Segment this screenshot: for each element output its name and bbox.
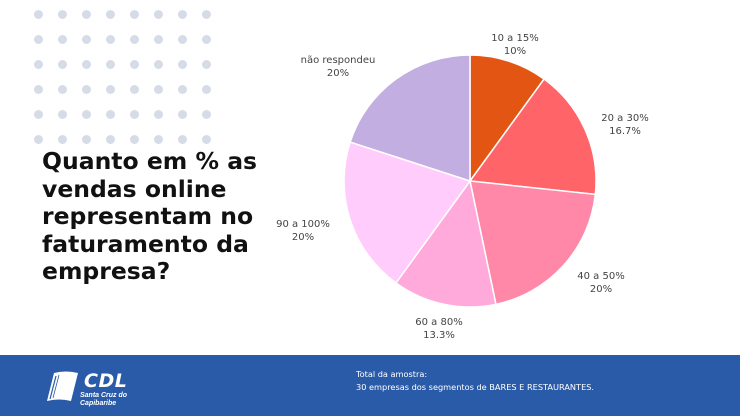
decorative-dot <box>130 110 139 119</box>
logo-wordmark: CDL <box>84 370 128 392</box>
decorative-dot <box>154 85 163 94</box>
decorative-dot <box>34 35 43 44</box>
pie-slice <box>468 78 597 196</box>
decorative-dot <box>58 110 67 119</box>
slice-category-label: 90 a 100% <box>276 219 330 230</box>
decorative-dot <box>82 85 91 94</box>
title-line-2: vendas online <box>42 174 227 203</box>
page-title: Quanto em % as vendas online representam… <box>42 147 302 286</box>
decorative-dot <box>82 10 91 19</box>
decorative-dot <box>178 60 187 69</box>
logo-subtitle: Santa Cruz do Capibaribe <box>80 392 160 408</box>
decorative-dot <box>106 10 115 19</box>
pie-chart: 10 a 15% 10% 20 a 30% 16.7% 40 a 50% 20% 60 a … <box>276 33 649 341</box>
decorative-dot <box>202 135 211 144</box>
decorative-dot <box>34 60 43 69</box>
footer-bar: CDL Santa Cruz do Capibaribe Total da am… <box>0 355 740 416</box>
decorative-dot-grid <box>34 10 229 144</box>
decorative-dot <box>178 85 187 94</box>
decorative-dot <box>130 85 139 94</box>
decorative-dot <box>154 10 163 19</box>
cdl-logo: CDL Santa Cruz do Capibaribe <box>44 367 154 409</box>
decorative-dot <box>34 10 43 19</box>
sample-text: 30 empresas dos segmentos de BARES E RES… <box>356 381 595 392</box>
decorative-dot <box>130 10 139 19</box>
slice-value-label: 20% <box>292 232 314 243</box>
decorative-dot <box>202 60 211 69</box>
decorative-dot <box>202 35 211 44</box>
decorative-dot <box>58 35 67 44</box>
pie-slice <box>469 180 597 306</box>
title-line-1: Quanto em % as <box>42 147 258 175</box>
pie-slices <box>343 54 597 308</box>
logo-subtitle-line-2: Capibaribe <box>80 400 117 407</box>
decorative-dot <box>82 35 91 44</box>
decorative-dot <box>34 85 43 94</box>
decorative-dot <box>58 60 67 69</box>
decorative-dot <box>58 85 67 94</box>
slice-category-label: 10 a 15% <box>491 33 538 44</box>
decorative-dot <box>58 135 67 144</box>
slice-category-label: não respondeu <box>301 55 376 66</box>
decorative-dot <box>82 135 91 144</box>
decorative-dot <box>106 135 115 144</box>
decorative-dot <box>178 35 187 44</box>
decorative-dot <box>34 135 43 144</box>
decorative-dot <box>154 110 163 119</box>
slice-value-label: 10% <box>504 46 526 57</box>
pie-slice <box>469 54 546 184</box>
decorative-dot <box>34 110 43 119</box>
slice-value-label: 13.3% <box>423 330 455 341</box>
decorative-dot <box>82 110 91 119</box>
title-line-5: empresa? <box>42 257 171 285</box>
decorative-dot <box>106 85 115 94</box>
decorative-dot <box>154 135 163 144</box>
decorative-dot <box>106 35 115 44</box>
sample-info: Total da amostra: 30 empresas dos segmen… <box>356 368 594 393</box>
decorative-dot <box>202 85 211 94</box>
decorative-dot <box>106 60 115 69</box>
sample-title: Total da amostra: <box>356 369 428 379</box>
decorative-dot <box>58 10 67 19</box>
decorative-dot <box>106 110 115 119</box>
decorative-dot <box>202 10 211 19</box>
title-line-3: representam no <box>42 202 254 230</box>
pie-slice <box>394 179 497 308</box>
pie-slice <box>349 54 471 183</box>
decorative-dot <box>178 135 187 144</box>
decorative-dot <box>154 35 163 44</box>
decorative-dot <box>178 110 187 119</box>
pie-labels: 10 a 15% 10% 20 a 30% 16.7% 40 a 50% 20% 60 a … <box>276 33 649 341</box>
decorative-dot <box>130 35 139 44</box>
pie-slice <box>343 141 472 284</box>
logo-subtitle-line-1: Santa Cruz do <box>80 392 128 399</box>
decorative-dot <box>154 60 163 69</box>
slice-value-label: 16.7% <box>609 126 641 137</box>
title-line-4: faturamento da <box>42 229 249 258</box>
decorative-dot <box>178 10 187 19</box>
decorative-dot <box>130 60 139 69</box>
slice-value-label: 20% <box>327 68 349 79</box>
decorative-dot <box>130 135 139 144</box>
slice-category-label: 60 a 80% <box>415 317 462 328</box>
decorative-dot <box>82 60 91 69</box>
slice-category-label: 40 a 50% <box>577 271 624 282</box>
slice-category-label: 20 a 30% <box>601 113 648 124</box>
logo-book-icon <box>47 371 78 401</box>
slice-value-label: 20% <box>590 284 612 295</box>
decorative-dot <box>202 110 211 119</box>
